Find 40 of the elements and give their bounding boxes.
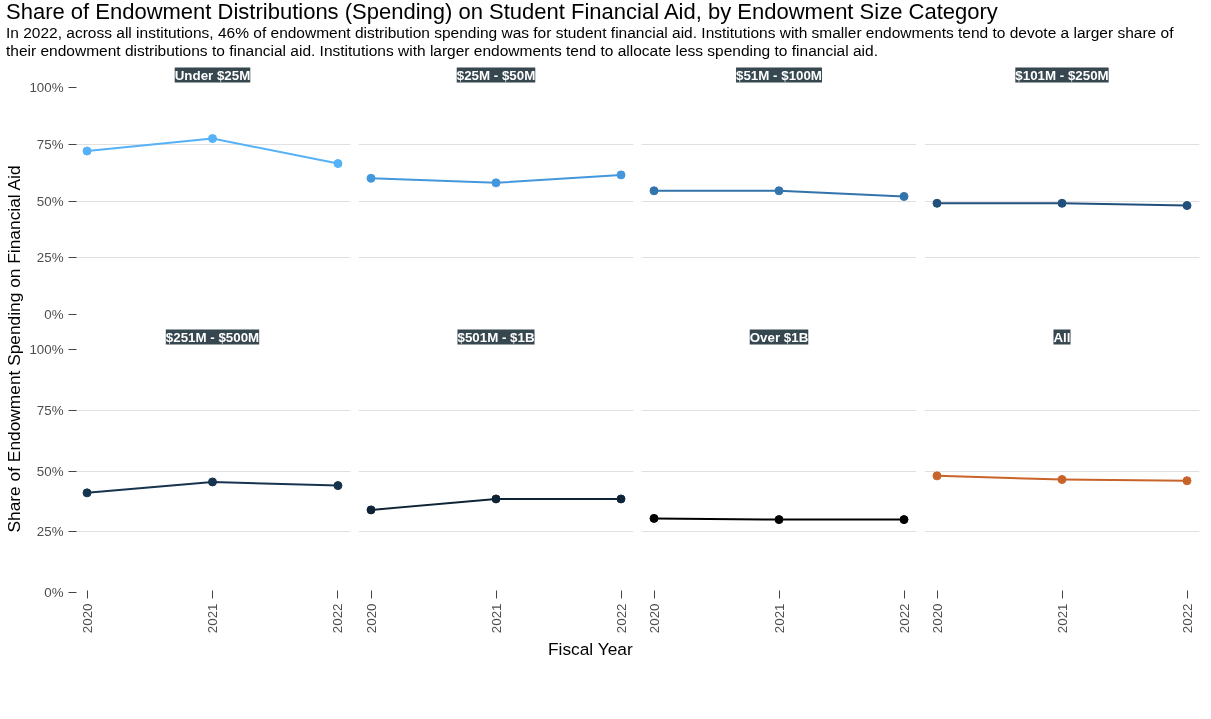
x-tick-label: 2022: [1179, 603, 1195, 633]
chart-title: Under $25M: [174, 67, 251, 83]
chart-title: $501M - $1B: [457, 329, 535, 345]
point: [333, 480, 343, 490]
x-tick-label: 2020: [79, 603, 95, 633]
x-tick-label: 2020: [929, 603, 945, 633]
x-tick-label: 2020: [363, 603, 379, 633]
x-tick-label: 2022: [896, 603, 912, 633]
point: [82, 146, 92, 156]
x-tick-label: 2021: [488, 603, 504, 633]
point: [208, 133, 217, 143]
text: Share of Endowment Distributions (Spending) on Student Financial Aid, by Endowment Size Category: [6, 0, 998, 25]
x-tick-label: 2020: [646, 603, 662, 633]
text: In 2022, across all institutions, 46% of endowment distribution spending was for student financial aid. Institutions with smaller endowments tend to devote a larger share of their endowment distributions to financial aid. Institutions with larger endowments tend to allocate less spending to financial aid.: [6, 24, 1175, 60]
chart-title: $101M - $250M: [1015, 67, 1109, 83]
y-tick-label: 75%: [36, 136, 64, 152]
y-tick-label: 50%: [36, 193, 64, 209]
text: Fiscal Year: [547, 638, 633, 659]
text: Share of Endowment Spending on Financial Aid: [3, 165, 24, 533]
y-tick-label: 50%: [36, 463, 64, 479]
chart-title: Over $1B: [749, 329, 809, 345]
chart-title: $51M - $100M: [736, 67, 822, 83]
y-tick-label: 0%: [44, 306, 64, 322]
chart-title: $251M - $500M: [165, 329, 260, 345]
x-tick-label: 2021: [771, 603, 787, 633]
point: [333, 158, 343, 168]
y-tick-label: 0%: [44, 584, 64, 600]
y-tick-label: 25%: [36, 524, 64, 540]
x-tick-label: 2021: [1054, 603, 1070, 633]
chart-title: All: [1053, 329, 1071, 345]
x-tick-label: 2022: [613, 603, 629, 633]
x-tick-label: 2022: [330, 603, 346, 633]
x-tick-label: 2021: [205, 603, 220, 633]
y-tick-label: 100%: [29, 341, 64, 357]
chart-title: $25M - $50M: [456, 67, 536, 83]
y-tick-label: 100%: [29, 79, 64, 95]
point: [82, 488, 92, 498]
y-tick-label: 25%: [36, 250, 64, 266]
point: [208, 477, 217, 487]
y-tick-label: 75%: [36, 402, 64, 418]
